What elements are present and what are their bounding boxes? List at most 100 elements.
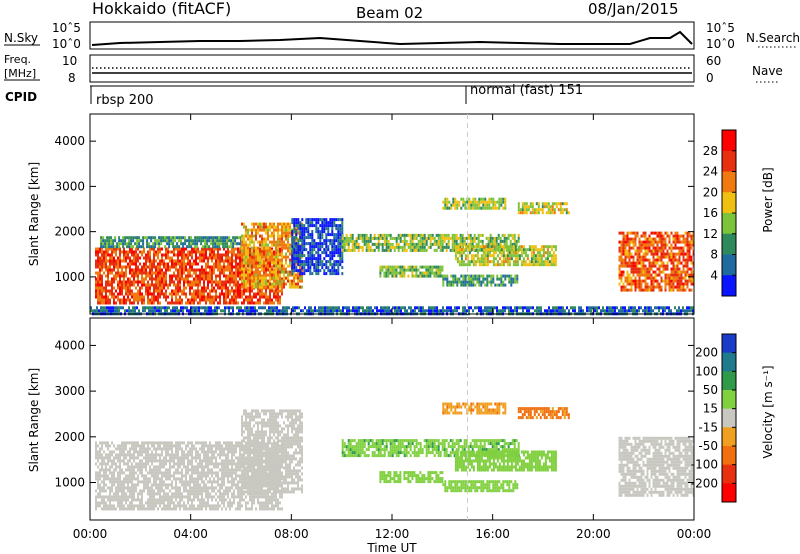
echo-cell xyxy=(181,250,183,254)
echo-cell xyxy=(219,268,221,272)
echo-cell xyxy=(289,228,291,232)
echo-cell xyxy=(632,264,635,268)
echo-cell xyxy=(153,259,155,263)
echo-cell xyxy=(223,268,225,272)
echo-cell xyxy=(502,248,505,252)
echo-cell xyxy=(199,301,201,305)
echo-cell xyxy=(516,260,519,264)
echo-cell xyxy=(435,239,438,243)
echo-cell xyxy=(588,306,590,310)
echo-cell xyxy=(415,236,418,240)
echo-cell xyxy=(400,306,402,310)
echo-cell xyxy=(437,274,440,278)
echo-cell xyxy=(553,208,556,212)
echo-cell xyxy=(143,277,145,281)
echo-cell xyxy=(285,267,287,271)
echo-cell xyxy=(375,236,378,240)
echo-cell xyxy=(513,239,516,243)
echo-cell xyxy=(234,236,237,240)
echo-cell xyxy=(267,252,269,256)
echo-cell xyxy=(664,255,667,259)
echo-cell xyxy=(458,248,461,252)
echo-cell xyxy=(263,301,265,305)
echo-cell xyxy=(241,277,243,281)
echo-cell xyxy=(351,245,354,249)
echo-cell xyxy=(149,262,151,266)
echo-cell xyxy=(407,233,410,237)
echo-cell xyxy=(195,295,197,299)
echo-cell xyxy=(638,258,641,262)
echo-cell xyxy=(219,295,221,299)
echo-cell xyxy=(185,256,187,260)
echo-cell xyxy=(100,306,102,310)
echo-cell xyxy=(145,283,147,287)
echo-cell xyxy=(486,248,489,252)
echo-cell xyxy=(217,268,219,272)
echo-cell xyxy=(660,261,663,265)
echo-cell xyxy=(95,262,97,266)
echo-cell xyxy=(229,301,231,305)
echo-cell xyxy=(149,274,151,278)
echo-cell xyxy=(215,262,217,266)
echo-cell xyxy=(660,285,663,289)
echo-cell xyxy=(277,289,279,293)
echo-cell xyxy=(308,306,310,310)
echo-cell xyxy=(273,279,275,283)
echo-cell xyxy=(281,282,283,286)
echo-cell xyxy=(97,295,99,299)
echo-cell xyxy=(357,233,360,237)
echo-cell xyxy=(257,231,259,235)
echo-cell xyxy=(307,221,310,225)
echo-cell xyxy=(475,242,478,246)
echo-cell xyxy=(411,233,414,237)
echo-cell xyxy=(488,274,491,278)
echo-cell xyxy=(261,240,263,244)
echo-cell xyxy=(548,260,551,264)
echo-cell xyxy=(125,292,127,296)
echo-cell xyxy=(301,242,304,246)
echo-cell xyxy=(321,260,324,264)
echo-cell xyxy=(387,233,390,237)
echo-cell xyxy=(325,263,328,267)
echo-cell xyxy=(319,245,322,249)
echo-cell xyxy=(249,234,251,238)
echo-cell xyxy=(171,265,173,269)
echo-cell xyxy=(441,239,444,243)
echo-cell xyxy=(211,247,213,251)
echo-cell xyxy=(100,242,103,246)
echo-cell xyxy=(271,225,273,229)
echo-cell xyxy=(506,254,509,258)
echo-cell xyxy=(293,236,296,240)
echo-cell xyxy=(191,268,193,272)
echo-cell xyxy=(542,248,545,252)
echo-cell xyxy=(158,306,160,310)
echo-region xyxy=(442,197,507,210)
echo-cell xyxy=(263,243,265,247)
echo-cell xyxy=(501,233,504,237)
echo-cell xyxy=(107,259,109,263)
echo-cell xyxy=(686,279,689,283)
echo-cell xyxy=(271,249,273,253)
echo-cell xyxy=(456,306,458,310)
echo-cell xyxy=(478,263,481,267)
echo-region xyxy=(341,233,520,252)
echo-cell xyxy=(183,292,185,296)
echo-cell xyxy=(249,282,251,286)
echo-cell xyxy=(536,251,539,255)
echo-cell xyxy=(490,197,493,201)
echo-cell xyxy=(530,263,533,267)
echo-cell xyxy=(213,268,215,272)
echo-cell xyxy=(557,202,560,206)
echo-cell xyxy=(431,268,434,272)
echo-cell xyxy=(620,273,623,277)
echo-cell xyxy=(339,260,342,264)
echo-cell xyxy=(211,289,213,293)
echo-cell xyxy=(456,203,459,207)
echo-cell xyxy=(187,301,189,305)
echo-cell xyxy=(650,309,652,313)
echo-cell xyxy=(102,239,105,243)
echo-cell xyxy=(554,245,557,249)
echo-cell xyxy=(263,273,265,277)
echo-cell xyxy=(239,274,241,278)
echo-cell xyxy=(668,279,671,283)
